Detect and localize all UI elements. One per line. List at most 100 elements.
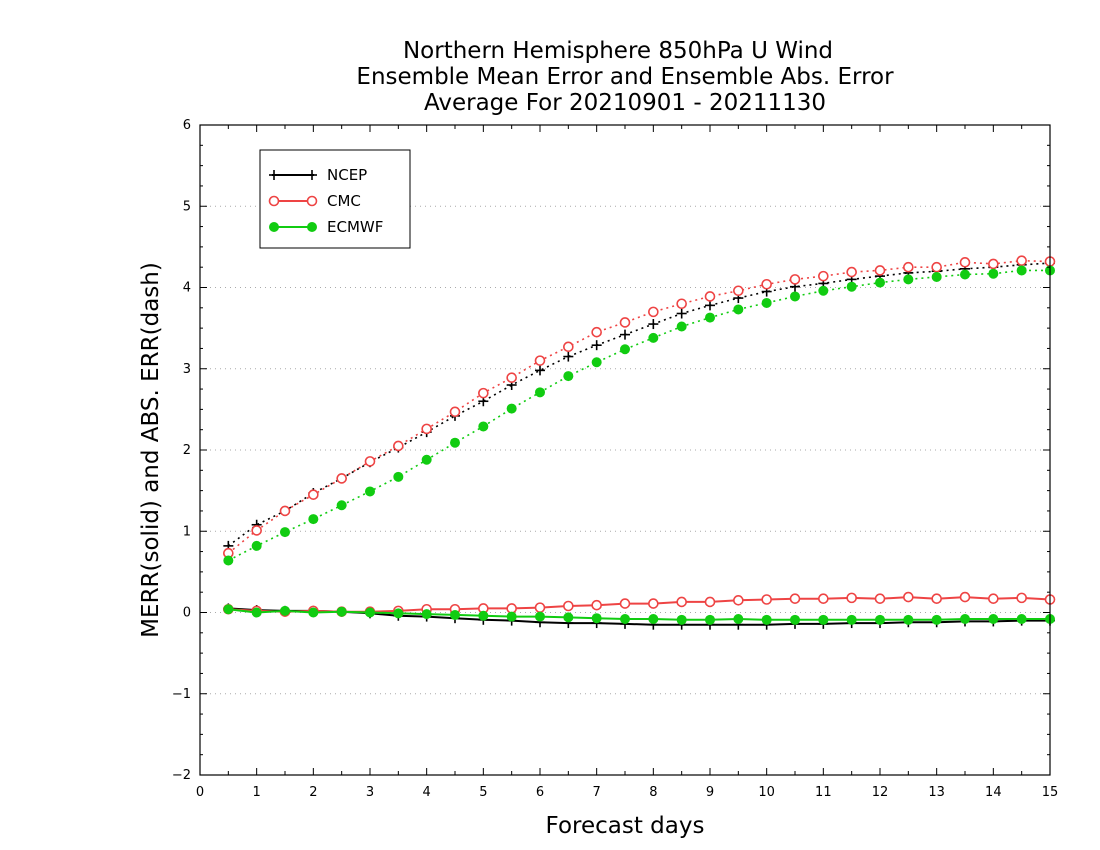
abs-err-point-ecmwf bbox=[535, 387, 545, 398]
mean-err-point-cmc bbox=[591, 599, 602, 611]
mean-err-point-ecmwf bbox=[988, 614, 999, 624]
mean-err-point-ecmwf bbox=[336, 606, 347, 617]
abs-err-point-cmc bbox=[761, 278, 772, 290]
y-tick-label: 5 bbox=[183, 199, 191, 214]
abs-err-point-cmc bbox=[676, 298, 687, 310]
abs-err-point-ecmwf bbox=[705, 312, 715, 323]
mean-err-point-ecmwf bbox=[790, 614, 800, 625]
abs-err-point-ecmwf bbox=[251, 540, 262, 551]
abs-err-point-ecmwf bbox=[393, 471, 404, 482]
mean-err-point-ecmwf bbox=[960, 614, 970, 624]
x-axis-ticks: 0 1 2 3 4 5 6 7 8 9 10 11 12 13 14 15 bbox=[196, 125, 1058, 800]
x-tick-label: 2 bbox=[309, 785, 317, 800]
mean-err-point-ecmwf bbox=[818, 614, 829, 625]
legend-marker-ncep bbox=[269, 170, 279, 180]
legend-label-cmc: CMC bbox=[327, 192, 361, 210]
mean-err-point-ecmwf bbox=[676, 614, 687, 625]
abs-err-point-ncep bbox=[563, 351, 574, 362]
abs-err-point-cmc bbox=[393, 440, 404, 452]
x-tick-label: 14 bbox=[985, 785, 1002, 800]
y-axis-ticks: −2 −1 0 1 2 3 4 5 6 bbox=[172, 118, 1050, 783]
abs-err-point-ecmwf bbox=[931, 271, 942, 282]
abs-err-line-cmc bbox=[227, 259, 1051, 554]
mean-err-point-ecmwf bbox=[251, 607, 262, 618]
y-tick-label: 4 bbox=[183, 281, 191, 296]
mean-err-point-cmc bbox=[874, 593, 886, 604]
abs-err-point-ecmwf bbox=[336, 500, 347, 511]
abs-err-point-cmc bbox=[704, 291, 716, 302]
x-tick-label: 15 bbox=[1042, 785, 1059, 800]
abs-err-point-ecmwf bbox=[960, 269, 970, 280]
abs-err-point-ncep bbox=[676, 308, 687, 319]
mean-err-point-ecmwf bbox=[591, 613, 602, 624]
plot-series bbox=[223, 255, 1056, 630]
series-cmc bbox=[223, 255, 1056, 617]
abs-err-point-ncep bbox=[705, 300, 715, 311]
mean-err-point-ecmwf bbox=[535, 611, 545, 622]
abs-err-point-ecmwf bbox=[365, 486, 375, 497]
x-tick-label: 4 bbox=[423, 785, 431, 800]
abs-err-point-cmc bbox=[251, 525, 262, 536]
mean-err-point-ecmwf bbox=[1016, 614, 1027, 624]
abs-err-point-ecmwf bbox=[648, 332, 659, 343]
mean-err-point-cmc bbox=[534, 602, 546, 613]
mean-err-point-ecmwf bbox=[478, 610, 489, 621]
abs-err-point-cmc bbox=[931, 261, 942, 273]
abs-err-point-ecmwf bbox=[450, 437, 460, 448]
mean-err-point-ecmwf bbox=[620, 614, 630, 624]
x-tick-label: 3 bbox=[366, 785, 374, 800]
abs-err-point-ecmwf bbox=[846, 281, 857, 292]
abs-err-point-ecmwf bbox=[875, 277, 885, 288]
mean-err-point-cmc bbox=[846, 592, 857, 604]
x-tick-label: 11 bbox=[815, 785, 832, 800]
chart-title-line-3: Average For 20210901 - 20211130 bbox=[424, 90, 826, 116]
legend-marker-cmc bbox=[268, 195, 280, 207]
mean-err-point-cmc bbox=[619, 598, 631, 609]
mean-err-point-cmc bbox=[761, 594, 772, 605]
y-tick-label: 0 bbox=[183, 606, 191, 621]
abs-err-point-cmc bbox=[818, 270, 829, 282]
mean-err-point-ecmwf bbox=[903, 614, 914, 625]
mean-err-point-ecmwf bbox=[280, 605, 290, 616]
mean-err-point-ecmwf bbox=[931, 614, 942, 625]
x-tick-label: 12 bbox=[872, 785, 889, 800]
abs-err-point-cmc bbox=[1016, 255, 1027, 266]
abs-err-point-cmc bbox=[563, 341, 574, 353]
abs-err-point-ncep bbox=[620, 329, 630, 340]
series-ncep bbox=[223, 258, 1055, 630]
x-tick-label: 0 bbox=[196, 785, 204, 800]
abs-err-point-cmc bbox=[789, 274, 801, 285]
abs-err-point-ecmwf bbox=[506, 403, 517, 414]
mean-err-point-cmc bbox=[1016, 592, 1027, 604]
mean-err-point-ecmwf bbox=[450, 609, 460, 620]
legend-marker-ncep bbox=[307, 170, 317, 180]
mean-err-point-ecmwf bbox=[308, 607, 319, 618]
abs-err-point-ncep bbox=[591, 340, 602, 351]
y-tick-label: 6 bbox=[183, 118, 191, 133]
chart-title-line-2: Ensemble Mean Error and Ensemble Abs. Er… bbox=[356, 64, 894, 90]
abs-err-line-ecmwf bbox=[227, 269, 1050, 562]
x-tick-label: 6 bbox=[536, 785, 544, 800]
x-tick-label: 9 bbox=[706, 785, 714, 800]
abs-err-point-ecmwf bbox=[1016, 265, 1027, 276]
abs-err-point-ecmwf bbox=[818, 285, 829, 296]
series-ecmwf bbox=[223, 265, 1055, 625]
mean-err-point-ecmwf bbox=[506, 611, 517, 622]
abs-err-point-ecmwf bbox=[280, 527, 290, 538]
abs-err-point-cmc bbox=[733, 285, 744, 297]
legend-marker-ecmwf bbox=[307, 222, 317, 232]
mean-err-point-ecmwf bbox=[563, 612, 574, 623]
abs-err-point-cmc bbox=[308, 489, 319, 500]
mean-err-point-ecmwf bbox=[705, 614, 715, 625]
abs-err-point-ecmwf bbox=[620, 344, 630, 355]
mean-err-point-cmc bbox=[676, 596, 687, 608]
abs-err-point-cmc bbox=[279, 505, 291, 517]
y-tick-label: −2 bbox=[172, 768, 191, 783]
abs-err-point-ecmwf bbox=[676, 321, 687, 332]
y-tick-label: 2 bbox=[183, 443, 191, 458]
mean-err-point-ecmwf bbox=[393, 608, 404, 619]
y-tick-label: 3 bbox=[183, 362, 191, 377]
mean-err-point-cmc bbox=[959, 591, 971, 603]
abs-err-point-ecmwf bbox=[761, 297, 772, 308]
abs-err-point-cmc bbox=[449, 406, 461, 418]
